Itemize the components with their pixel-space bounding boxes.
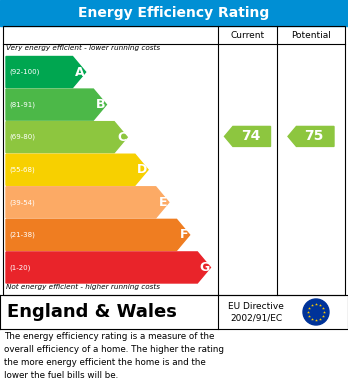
Text: C: C bbox=[117, 131, 126, 143]
Text: Energy Efficiency Rating: Energy Efficiency Rating bbox=[78, 6, 270, 20]
Text: Current: Current bbox=[230, 30, 264, 39]
Text: England & Wales: England & Wales bbox=[7, 303, 177, 321]
Polygon shape bbox=[6, 252, 211, 283]
Text: (69-80): (69-80) bbox=[9, 134, 35, 140]
Text: EU Directive
2002/91/EC: EU Directive 2002/91/EC bbox=[228, 301, 284, 323]
Text: (1-20): (1-20) bbox=[9, 264, 30, 271]
Text: 75: 75 bbox=[304, 129, 324, 143]
Polygon shape bbox=[6, 187, 169, 218]
Polygon shape bbox=[224, 126, 270, 146]
Polygon shape bbox=[6, 89, 106, 120]
Polygon shape bbox=[6, 57, 86, 88]
Text: B: B bbox=[96, 98, 105, 111]
Text: D: D bbox=[137, 163, 147, 176]
Text: (81-91): (81-91) bbox=[9, 101, 35, 108]
Text: Not energy efficient - higher running costs: Not energy efficient - higher running co… bbox=[6, 284, 160, 290]
Polygon shape bbox=[288, 126, 334, 146]
Text: Potential: Potential bbox=[291, 30, 331, 39]
Text: The energy efficiency rating is a measure of the
overall efficiency of a home. T: The energy efficiency rating is a measur… bbox=[4, 332, 224, 380]
Text: (39-54): (39-54) bbox=[9, 199, 35, 206]
Text: (21-38): (21-38) bbox=[9, 231, 35, 238]
Text: A: A bbox=[75, 66, 85, 79]
Polygon shape bbox=[6, 154, 148, 185]
Polygon shape bbox=[6, 122, 127, 153]
Bar bbox=[3, 26, 345, 295]
Text: F: F bbox=[180, 228, 189, 241]
Bar bbox=[0, 0, 348, 26]
Text: E: E bbox=[159, 196, 168, 209]
Text: (55-68): (55-68) bbox=[9, 167, 35, 173]
Text: 74: 74 bbox=[241, 129, 260, 143]
Text: G: G bbox=[199, 261, 209, 274]
Text: (92-100): (92-100) bbox=[9, 69, 39, 75]
Polygon shape bbox=[6, 219, 190, 250]
Text: Very energy efficient - lower running costs: Very energy efficient - lower running co… bbox=[6, 45, 160, 51]
Circle shape bbox=[303, 299, 329, 325]
